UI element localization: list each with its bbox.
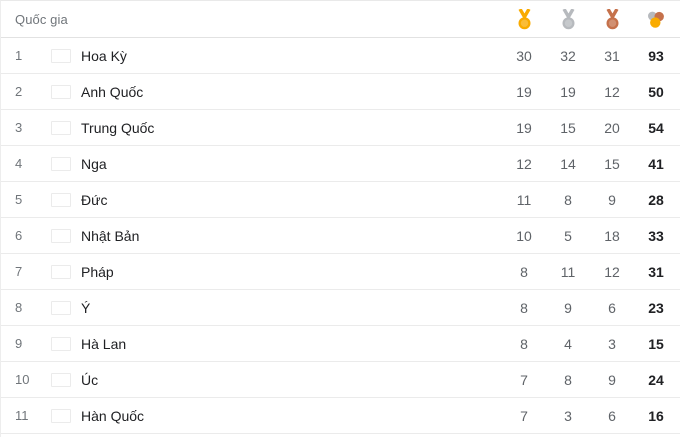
table-row[interactable]: 3 Trung Quốc 19 15 20 54 (1, 110, 680, 146)
country-name: Nhật Bản (81, 227, 140, 244)
total-count: 50 (648, 83, 664, 100)
country-name: Anh Quốc (81, 83, 144, 100)
flag-nl-icon (51, 336, 71, 351)
bronze-count: 3 (608, 335, 616, 352)
country-name: Trung Quốc (81, 119, 155, 136)
silver-count: 8 (564, 371, 572, 388)
gold-count: 30 (516, 47, 532, 64)
gold-count: 8 (520, 263, 528, 280)
silver-count: 32 (560, 47, 576, 64)
rank-label: 7 (15, 264, 23, 279)
bronze-medal-icon (590, 8, 634, 30)
table-row[interactable]: 4 Nga 12 14 15 41 (1, 146, 680, 182)
total-count: 93 (648, 47, 664, 64)
table-row[interactable]: 11 Hàn Quốc 7 3 6 16 (1, 398, 680, 434)
gold-count: 11 (516, 191, 532, 208)
country-name: Pháp (81, 263, 114, 280)
table-header: Quốc gia (1, 1, 680, 38)
total-medals-icon (634, 9, 678, 30)
gold-count: 7 (520, 407, 528, 424)
table-row[interactable]: 1 Hoa Kỳ 30 32 31 93 (1, 38, 680, 74)
rank-label: 2 (15, 84, 23, 99)
total-count: 16 (648, 407, 664, 424)
rank-label: 5 (15, 192, 23, 207)
rank-label: 9 (15, 336, 23, 351)
country-name: Nga (81, 155, 107, 172)
flag-ru-icon (51, 156, 71, 171)
table-row[interactable]: 7 Pháp 8 11 12 31 (1, 254, 680, 290)
medal-column-headers (502, 8, 678, 30)
bronze-count: 12 (604, 263, 620, 280)
flag-fr-icon (51, 264, 71, 279)
rank-label: 1 (15, 48, 23, 63)
country-name: Ý (81, 299, 91, 316)
rank-label: 6 (15, 228, 23, 243)
bronze-count: 6 (608, 299, 616, 316)
silver-count: 11 (560, 263, 576, 280)
bronze-count: 12 (604, 83, 620, 100)
flag-cn-icon (51, 120, 71, 135)
country-name: Hàn Quốc (81, 407, 145, 424)
total-count: 31 (648, 263, 664, 280)
silver-count: 9 (564, 299, 572, 316)
bronze-count: 15 (604, 155, 620, 172)
table-row[interactable]: 2 Anh Quốc 19 19 12 50 (1, 74, 680, 110)
country-name: Hà Lan (81, 335, 127, 352)
table-row[interactable]: 5 Đức 11 8 9 28 (1, 182, 680, 218)
silver-count: 15 (560, 119, 576, 136)
flag-jp-icon (51, 228, 71, 243)
country-column-header: Quốc gia (15, 11, 68, 27)
country-name: Hoa Kỳ (81, 47, 127, 64)
table-row[interactable]: 8 Ý 8 9 6 23 (1, 290, 680, 326)
total-count: 24 (648, 371, 664, 388)
table-row[interactable]: 10 Úc 7 8 9 24 (1, 362, 680, 398)
total-count: 54 (648, 119, 664, 136)
bronze-count: 31 (604, 47, 620, 64)
bronze-count: 20 (604, 119, 620, 136)
gold-count: 8 (520, 299, 528, 316)
flag-gb-icon (51, 84, 71, 99)
flag-de-icon (51, 192, 71, 207)
bronze-count: 6 (608, 407, 616, 424)
rank-label: 3 (15, 120, 23, 135)
rank-label: 4 (15, 156, 23, 171)
gold-count: 7 (520, 371, 528, 388)
total-count: 33 (648, 227, 664, 244)
rank-label: 8 (15, 300, 23, 315)
flag-it-icon (51, 300, 71, 315)
flag-au-icon (51, 372, 71, 387)
rank-label: 10 (15, 372, 30, 387)
silver-count: 19 (560, 83, 576, 100)
bronze-count: 9 (608, 371, 616, 388)
silver-count: 3 (564, 407, 572, 424)
table-row[interactable]: 6 Nhật Bản 10 5 18 33 (1, 218, 680, 254)
total-count: 28 (648, 191, 664, 208)
gold-count: 19 (516, 83, 532, 100)
table-row[interactable]: 9 Hà Lan 8 4 3 15 (1, 326, 680, 362)
flag-kr-icon (51, 408, 71, 423)
gold-count: 12 (516, 155, 532, 172)
country-name: Đức (81, 191, 108, 208)
gold-count: 19 (516, 119, 532, 136)
table-body: 1 Hoa Kỳ 30 32 31 93 2 Anh Quốc 19 19 12… (1, 38, 680, 434)
total-count: 23 (648, 299, 664, 316)
gold-medal-icon (502, 8, 546, 30)
silver-count: 14 (560, 155, 576, 172)
country-name: Úc (81, 371, 99, 388)
total-count: 41 (648, 155, 664, 172)
rank-label: 11 (15, 408, 29, 423)
silver-count: 8 (564, 191, 572, 208)
bronze-count: 9 (608, 191, 616, 208)
silver-count: 4 (564, 335, 572, 352)
total-count: 15 (648, 335, 664, 352)
bronze-count: 18 (604, 227, 620, 244)
flag-us-icon (51, 48, 71, 63)
gold-count: 8 (520, 335, 528, 352)
gold-count: 10 (516, 227, 532, 244)
silver-medal-icon (546, 8, 590, 30)
silver-count: 5 (564, 227, 572, 244)
